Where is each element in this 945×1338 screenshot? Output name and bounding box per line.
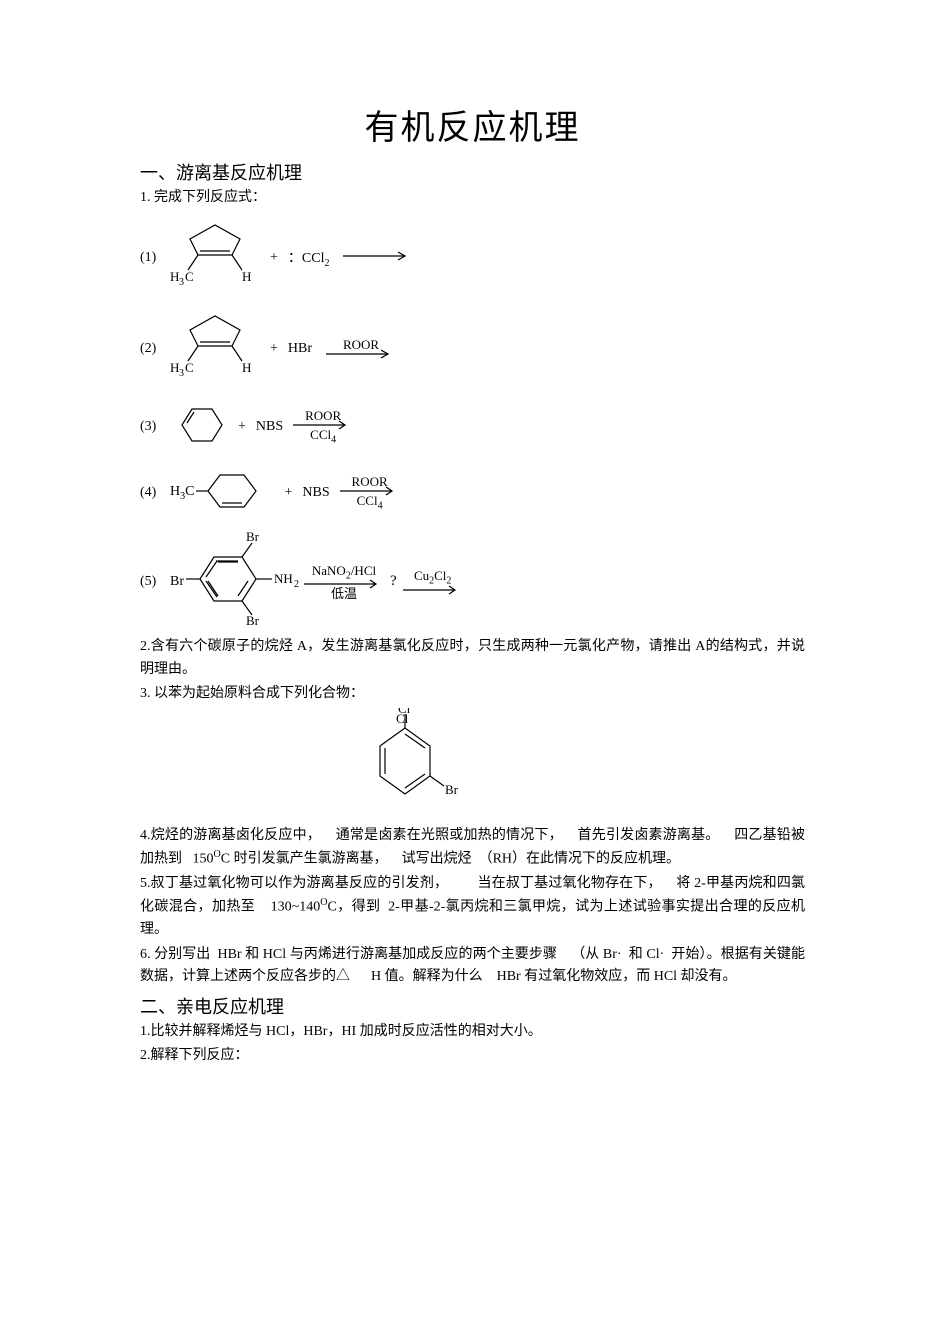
rx5-structure-icon: Br Br NH2 <box>184 529 304 634</box>
svg-text:NH: NH <box>274 571 293 586</box>
rx4-plus: + <box>284 485 292 501</box>
document-page: 有机反应机理 一、游离基反应机理 1. 完成下列反应式： (1) H3C H +… <box>0 0 945 1149</box>
reaction-5: (5) Br <box>140 529 805 634</box>
q3-structure: Cl Cl Br x . . . . . Cl <box>140 708 805 823</box>
section-1-heading: 一、游离基反应机理 <box>140 159 805 185</box>
svg-text:H: H <box>242 360 251 375</box>
svg-text:Br: Br <box>445 782 459 797</box>
reaction-1: (1) H3C H + ：CCl2 <box>140 215 805 300</box>
rx3-num: (3) <box>140 419 170 435</box>
rx5-arrow2-icon: Cu2Cl2 <box>403 569 463 595</box>
svg-text:C: C <box>185 269 194 284</box>
rx1-num: (1) <box>140 250 170 266</box>
svg-text:2: 2 <box>294 579 299 590</box>
rx3-reagent: NBS <box>256 419 283 435</box>
page-title: 有机反应机理 <box>140 100 805 149</box>
svg-text:H: H <box>170 269 179 284</box>
reaction-4: (4) H3C + NBS ROOR CCl4 <box>140 463 805 523</box>
rx5-step1-bot: 低温 <box>331 587 357 600</box>
rx4-num: (4) <box>140 485 170 501</box>
q4-text: 4.烷烃的游离基卤化反应中， 通常是卤素在光照或加热的情况下， 首先引发卤素游离… <box>140 825 805 871</box>
q2-text: 2.含有六个碳原子的烷烃 A，发生游离基氯化反应时，只生成两种一元氯化产物，请推… <box>140 636 805 681</box>
rx2-structure-icon: H3C H <box>170 306 260 391</box>
rx3-plus: + <box>238 419 246 435</box>
rx1-reagent: ：CCl2 <box>288 247 330 269</box>
rx4-structure-icon <box>194 463 274 523</box>
q6-text: 6. 分别写出 HBr 和 HCl 与丙烯进行游离基加成反应的两个主要步骤 （从… <box>140 944 805 989</box>
rx5-left-label: Br <box>170 574 184 590</box>
rx2-plus: + <box>270 341 278 357</box>
reaction-2: (2) H3C H + HBr ROOR <box>140 306 805 391</box>
section-2-heading: 二、亲电反应机理 <box>140 993 805 1019</box>
svg-text:Br: Br <box>246 613 260 628</box>
rx5-num: (5) <box>140 574 170 590</box>
rx2-arrow-icon: ROOR <box>326 338 396 359</box>
rx3-structure-icon <box>170 397 228 457</box>
s2-q2-text: 2.解释下列反应： <box>140 1045 805 1067</box>
rx3-arrow-bot: CCl4 <box>310 428 336 446</box>
svg-text:H: H <box>170 360 179 375</box>
svg-text:3: 3 <box>179 368 184 379</box>
rx4-arrow-icon: ROOR CCl4 <box>340 475 400 512</box>
rx3-arrow-icon: ROOR CCl4 <box>293 409 353 446</box>
rx1-plus: + <box>270 250 278 266</box>
rx2-num: (2) <box>140 341 170 357</box>
rx4-left-label: H3C <box>170 484 194 502</box>
reaction-3: (3) /* noop */ + NBS ROOR CCl4 <box>140 397 805 457</box>
svg-text:Br: Br <box>246 529 260 544</box>
rx5-qmark: ? <box>390 573 397 590</box>
rx5-arrow1-icon: NaNO2/HCl 低温 <box>304 564 384 601</box>
q5-text: 5.叔丁基过氧化物可以作为游离基反应的引发剂， 当在叔丁基过氧化物存在下， 将 … <box>140 873 805 942</box>
rx4-arrow-bot: CCl4 <box>357 494 383 512</box>
q1-stem: 1. 完成下列反应式： <box>140 187 805 209</box>
svg-text:C: C <box>185 360 194 375</box>
rx4-reagent: NBS <box>302 485 329 501</box>
rx1-arrow-icon <box>343 249 413 267</box>
s2-q1-text: 1.比较并解释烯烃与 HCl，HBr，HI 加成时反应活性的相对大小。 <box>140 1021 805 1043</box>
svg-text:3: 3 <box>179 277 184 288</box>
svg-text:H: H <box>242 269 251 284</box>
rx1-structure-icon: H3C H <box>170 215 260 300</box>
rx2-reagent: HBr <box>288 341 312 357</box>
q3-stem: 3. 以苯为起始原料合成下列化合物： <box>140 683 805 705</box>
